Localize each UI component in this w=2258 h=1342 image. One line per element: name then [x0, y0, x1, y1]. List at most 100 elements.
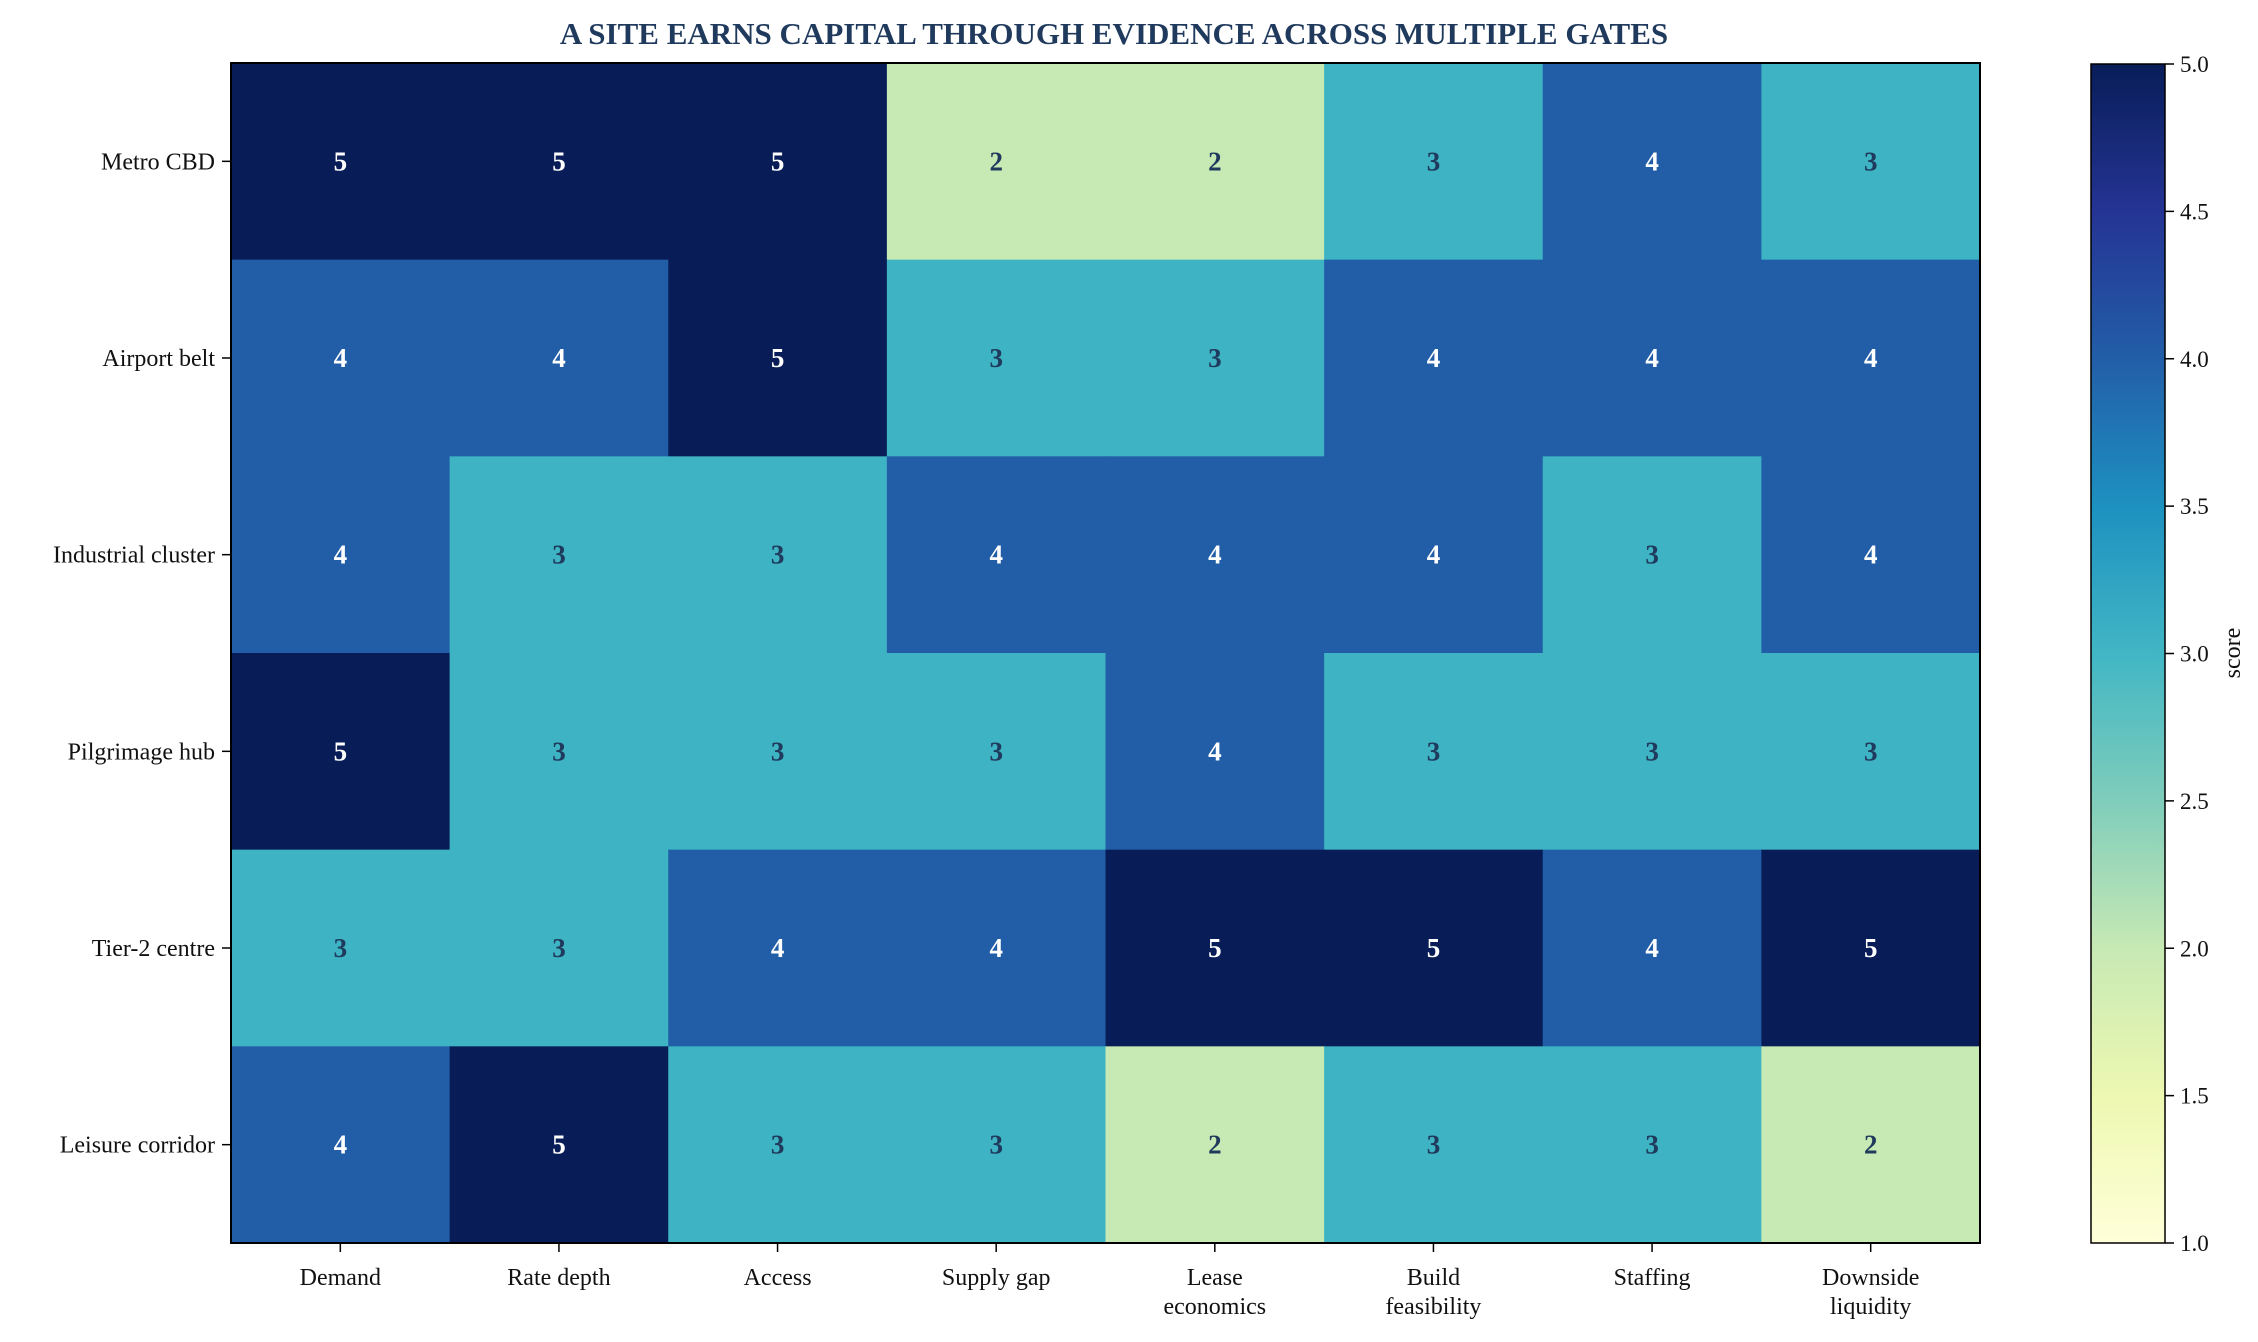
- cell-value-label: 3: [771, 540, 785, 570]
- heatmap-cell: [449, 849, 669, 1047]
- cell-value-label: 3: [334, 933, 348, 963]
- colorbar-gradient: [2090, 63, 2166, 1244]
- cell-value-label: 3: [1864, 146, 1878, 176]
- heatmap-cell: [668, 259, 888, 457]
- y-tick-label: Pilgrimage hub: [68, 739, 215, 765]
- cell-value-label: 4: [1645, 146, 1659, 176]
- cell-value-label: 3: [771, 1130, 785, 1160]
- cell-value-label: 3: [1645, 736, 1659, 766]
- heatmap-cell: [1761, 653, 1981, 851]
- heatmap-cell: [231, 63, 451, 261]
- cell-value-label: 3: [552, 540, 566, 570]
- colorbar-tick-label: 4.0: [2180, 347, 2209, 372]
- heatmap-cell: [1761, 456, 1981, 654]
- heatmap-cell: [886, 653, 1107, 851]
- colorbar-tick-label: 3.0: [2180, 642, 2209, 667]
- colorbar-tick-label: 3.5: [2180, 494, 2209, 519]
- cell-value-label: 3: [1208, 343, 1222, 373]
- heatmap-cell: [1761, 849, 1981, 1047]
- heatmap-cell: [668, 653, 888, 851]
- colorbar-label: score: [2220, 628, 2246, 679]
- cell-value-label: 5: [771, 343, 785, 373]
- heatmap-cell: [1324, 259, 1544, 457]
- colorbar-tick-label: 5.0: [2180, 52, 2209, 77]
- heatmap-cell: [886, 456, 1107, 654]
- cell-value-label: 2: [989, 146, 1003, 176]
- heatmap-cell: [1542, 63, 1762, 261]
- cell-value-label: 5: [552, 146, 566, 176]
- y-tick-label: Tier-2 centre: [92, 936, 215, 962]
- heatmap-cell: [449, 63, 669, 261]
- heatmap-cell: [231, 456, 451, 654]
- heatmap-cell: [1105, 849, 1325, 1047]
- heatmap-cell: [1105, 259, 1325, 457]
- heatmap-cell: [1324, 1046, 1544, 1244]
- heatmap-cell: [231, 849, 451, 1047]
- heatmap-cell: [1324, 456, 1544, 654]
- cell-value-label: 3: [989, 736, 1003, 766]
- x-tick-label: Demand: [300, 1265, 381, 1291]
- cell-value-label: 4: [1645, 343, 1659, 373]
- heatmap-cell: [886, 259, 1107, 457]
- heatmap-cell: [1761, 1046, 1981, 1244]
- cell-value-label: 2: [1208, 146, 1222, 176]
- colorbar-tick-label: 1.0: [2180, 1231, 2209, 1256]
- y-tick-label: Leisure corridor: [60, 1133, 215, 1159]
- heatmap-cell: [886, 1046, 1107, 1244]
- cell-value-label: 3: [989, 343, 1003, 373]
- cell-value-label: 2: [1864, 1130, 1878, 1160]
- cell-value-label: 4: [771, 933, 785, 963]
- cell-value-label: 4: [334, 540, 348, 570]
- cell-value-label: 5: [771, 146, 785, 176]
- cell-value-label: 4: [1427, 343, 1441, 373]
- colorbar-tick-label: 2.5: [2180, 789, 2209, 814]
- heatmap-cell: [668, 1046, 888, 1244]
- heatmap-cell: [668, 63, 888, 261]
- cell-value-label: 4: [1645, 933, 1659, 963]
- cell-value-label: 5: [334, 736, 348, 766]
- heatmap-cell: [886, 849, 1107, 1047]
- y-tick-label: Metro CBD: [101, 149, 215, 175]
- cell-value-labels: 5 5 5 2 2 3 4 3 4 4 5 3 3 4 4 4 4 3 3 4 4 4 3 4 5 3 3 3 4 3 3 3 3 3 4 4 5 5 4 5…: [334, 146, 1878, 1159]
- heatmap-cells: [231, 63, 1981, 1244]
- heatmap-cell: [1542, 849, 1762, 1047]
- colorbar-tick-label: 4.5: [2180, 199, 2209, 224]
- cell-value-label: 5: [334, 146, 348, 176]
- heatmap-cell: [1324, 849, 1544, 1047]
- heatmap-cell: [1324, 63, 1544, 261]
- cell-value-label: 4: [1208, 736, 1222, 766]
- colorbar-tick-label: 1.5: [2180, 1084, 2209, 1109]
- heatmap-cell: [1542, 653, 1762, 851]
- x-tick-label: Staffing: [1614, 1265, 1691, 1291]
- cell-value-label: 3: [1427, 146, 1441, 176]
- heatmap-cell: [1105, 1046, 1325, 1244]
- x-tick-label: Rate depth: [507, 1265, 610, 1291]
- plot-frame: [230, 62, 1981, 1244]
- cell-value-label: 3: [1645, 1130, 1659, 1160]
- y-axis-ticks: Metro CBD Airport belt Industrial cluster P…: [53, 149, 231, 1159]
- heatmap-cell: [231, 259, 451, 457]
- heatmap-cell: [449, 1046, 669, 1244]
- x-tick-label: Lease economics: [1163, 1265, 1266, 1320]
- colorbar-ticks: 1.0 1.5 2.0 2.5 3.0 3.5 4.0 4.5 5.0: [2165, 52, 2209, 1256]
- cell-value-label: 4: [334, 1130, 348, 1160]
- x-tick-label: Downside liquidity: [1822, 1265, 1919, 1320]
- cell-value-label: 4: [1427, 540, 1441, 570]
- cell-value-label: 3: [552, 736, 566, 766]
- x-axis-ticks: Demand Rate depth Access Supply gap Lease eco…: [300, 1243, 1919, 1320]
- heatmap-cell: [1542, 259, 1762, 457]
- cell-value-label: 3: [1864, 736, 1878, 766]
- cell-value-label: 5: [1864, 933, 1878, 963]
- heatmap-cell: [1105, 63, 1325, 261]
- heatmap-cell: [1542, 456, 1762, 654]
- cell-value-label: 2: [1208, 1130, 1222, 1160]
- x-tick-label: Access: [744, 1265, 812, 1291]
- cell-value-label: 5: [1427, 933, 1441, 963]
- cell-value-label: 3: [1427, 1130, 1441, 1160]
- heatmap-cell: [1542, 1046, 1762, 1244]
- cell-value-label: 5: [552, 1130, 566, 1160]
- heatmap-cell: [668, 849, 888, 1047]
- cell-value-label: 4: [989, 540, 1003, 570]
- cell-value-label: 3: [552, 933, 566, 963]
- y-tick-label: Industrial cluster: [53, 543, 215, 569]
